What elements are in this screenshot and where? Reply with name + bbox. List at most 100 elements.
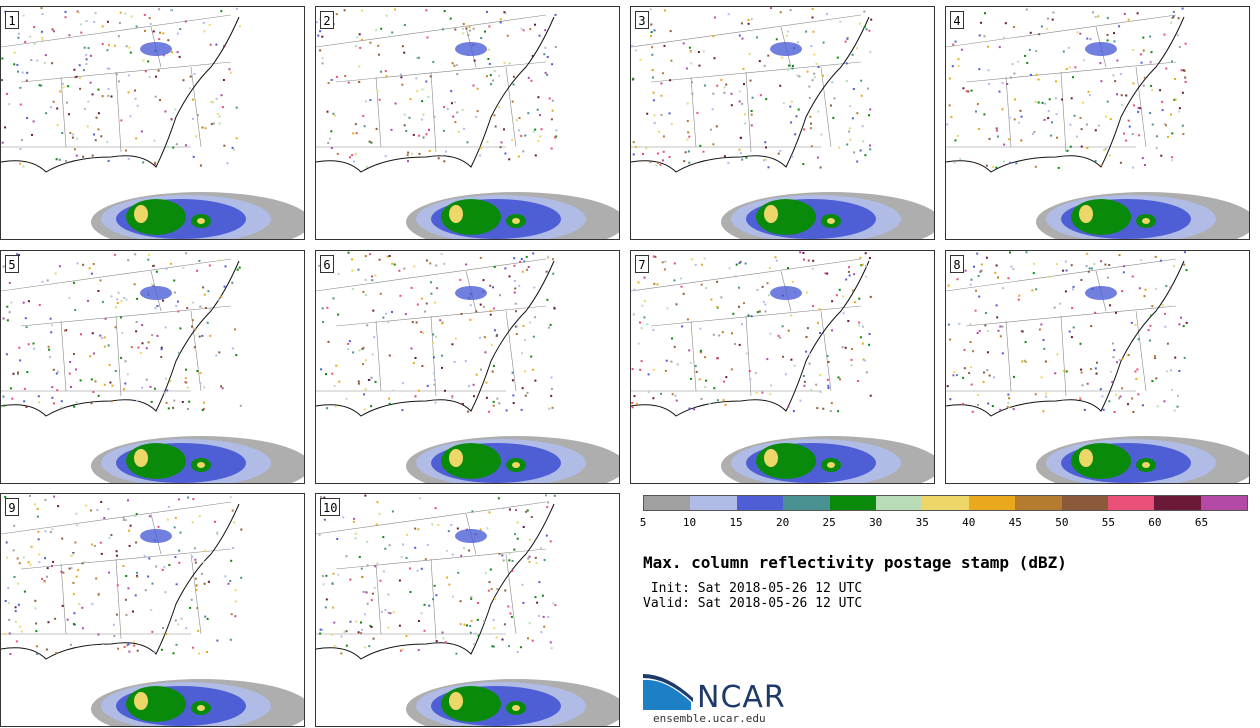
echo-pixel [378,512,381,515]
echo-pixel [151,582,154,585]
echo-pixel [132,610,134,613]
echo-pixel [197,652,200,655]
echo-pixel [175,583,178,586]
coastline [946,260,1185,417]
echo-pixel [991,405,994,407]
echo-pixel [441,366,443,369]
echo-pixel [819,390,822,393]
echo-pixel [29,563,32,566]
echo-pixel [551,406,554,409]
echo-pixel [860,79,863,82]
echo-pixel [405,557,408,559]
echo-pixel [762,300,765,303]
colorbar-tick-label: 25 [822,516,836,529]
echo-pixel [76,137,78,140]
echo-pixel [444,641,447,644]
echo-pixel [223,144,226,147]
echo-pixel [433,379,436,381]
echo-pixel [19,162,22,165]
echo-pixel [1108,154,1111,157]
echo-pixel [128,46,131,49]
echo-pixel [812,30,815,33]
echo-pixel [235,106,238,109]
echo-pixel [41,280,44,283]
echo-pixel [1025,251,1028,254]
echo-pixel [400,556,403,558]
storm-cell-yellow [1142,218,1150,224]
echo-pixel [764,310,767,313]
echo-pixel [1033,131,1036,133]
echo-pixel [467,33,470,36]
echo-pixel [191,521,194,524]
echo-pixel [508,158,511,161]
echo-pixel [418,152,421,155]
echo-pixel [427,96,430,98]
echo-pixel [409,567,412,570]
echo-pixel [387,593,390,596]
echo-pixel [107,508,110,511]
echo-pixel [963,367,966,370]
echo-pixel [191,646,194,649]
echo-pixel [107,159,110,162]
echo-pixel [319,30,322,33]
echo-pixel [704,386,707,389]
echo-pixel [503,623,506,626]
echo-pixel [158,38,161,41]
echo-pixel [522,29,525,32]
echo-pixel [195,577,197,580]
echo-pixel [799,399,802,402]
echo-pixel [538,614,540,617]
echo-pixel [646,112,649,115]
echo-pixel [12,549,15,552]
echo-pixel [117,35,120,38]
echo-pixel [649,160,652,163]
echo-pixel [698,64,701,67]
echo-pixel [761,285,764,288]
storm-cell-yellow [197,705,205,711]
echo-pixel [491,370,494,373]
echo-pixel [693,408,696,411]
echo-pixel [1106,34,1109,36]
echo-pixel [391,262,394,265]
echo-pixel [191,555,193,558]
echo-pixel [127,587,130,590]
echo-pixel [110,95,113,98]
echo-pixel [185,252,188,255]
echo-pixel [133,283,136,286]
echo-pixel [1013,118,1016,121]
echo-pixel [660,113,663,116]
echo-pixel [454,121,457,124]
echo-pixel [979,270,982,273]
echo-pixel [418,497,421,500]
echo-pixel [486,10,488,13]
echo-pixel [72,623,75,626]
echo-pixel [802,163,805,166]
echo-pixel [181,401,184,403]
echo-pixel [467,410,470,413]
echo-pixel [434,507,437,510]
echo-pixel [169,262,172,265]
echo-pixel [479,256,482,259]
echo-pixel [827,361,830,363]
echo-pixel [1079,396,1082,399]
echo-pixel [1131,397,1134,400]
echo-pixel [1134,323,1137,326]
echo-pixel [1132,48,1135,51]
echo-pixel [700,397,703,400]
echo-pixel [686,102,689,105]
echo-pixel [1042,339,1045,341]
echo-pixel [172,406,174,409]
echo-pixel [22,14,25,17]
echo-pixel [369,378,372,381]
echo-pixel [659,163,662,166]
echo-pixel [324,606,327,609]
echo-pixel [194,561,197,564]
echo-pixel [432,356,435,359]
echo-pixel [218,259,221,262]
echo-pixel [1123,12,1126,15]
echo-pixel [1010,76,1012,79]
echo-pixel [1163,33,1166,36]
echo-pixel [700,283,703,286]
echo-pixel [178,561,181,564]
echo-pixel [690,377,692,380]
